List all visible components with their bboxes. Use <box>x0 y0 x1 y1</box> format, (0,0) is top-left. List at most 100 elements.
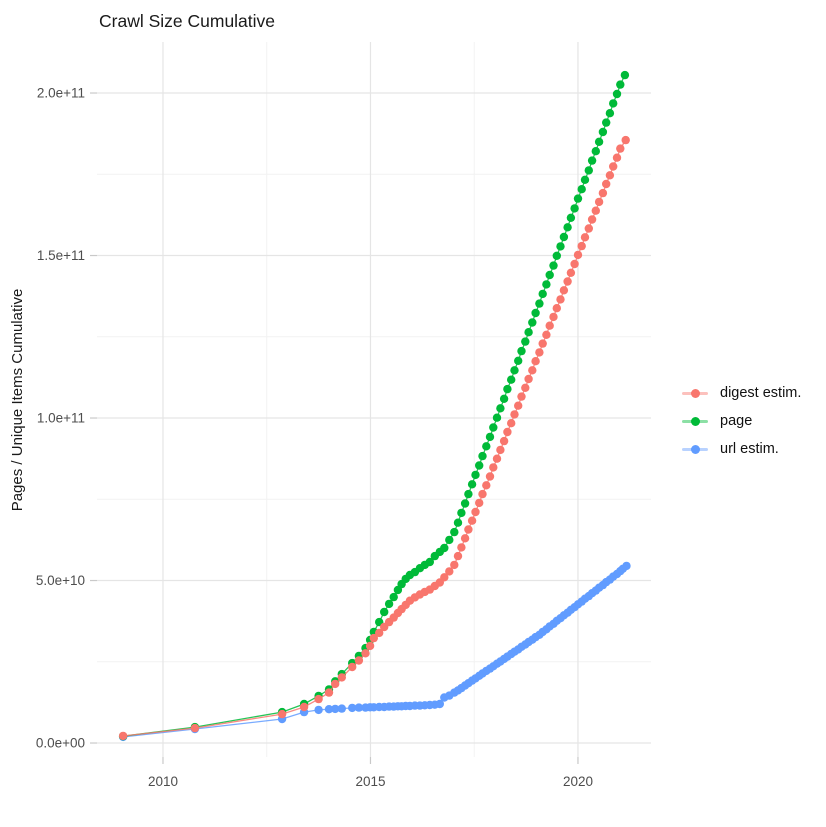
data-point <box>542 280 551 289</box>
major-gridlines <box>97 42 651 757</box>
data-point <box>580 175 590 184</box>
data-point <box>616 144 625 153</box>
data-point <box>570 204 579 213</box>
legend-item-url-estim: url estim. <box>682 435 801 463</box>
data-point <box>549 261 558 270</box>
data-point <box>314 694 323 704</box>
data-point <box>348 662 357 672</box>
data-point <box>580 233 590 242</box>
data-point <box>514 401 523 410</box>
data-point <box>485 472 495 481</box>
data-point <box>587 156 597 165</box>
legend-item-digest-estim: digest estim. <box>682 379 801 407</box>
data-point <box>563 277 572 286</box>
data-point <box>354 656 364 665</box>
axis-ticks <box>90 92 579 764</box>
data-point <box>492 413 502 422</box>
y-tick-label: 1.5e+11 <box>37 248 85 263</box>
data-point <box>440 543 449 553</box>
data-point <box>559 286 569 295</box>
data-point <box>602 179 611 189</box>
data-point <box>460 534 470 543</box>
data-point <box>482 442 491 451</box>
data-point <box>277 709 287 719</box>
y-tick-label: 1.0e+11 <box>37 411 85 426</box>
data-point <box>440 573 449 582</box>
x-tick-label: 2015 <box>355 774 385 789</box>
data-point <box>570 259 579 269</box>
data-point <box>489 423 498 432</box>
data-point <box>499 436 509 446</box>
data-point <box>324 688 334 697</box>
data-point <box>445 535 454 545</box>
data-point <box>464 489 473 499</box>
data-point <box>531 357 540 366</box>
data-point <box>496 445 505 455</box>
data-point <box>380 607 389 617</box>
data-point <box>602 118 611 127</box>
data-point <box>598 188 608 198</box>
data-point <box>538 289 547 299</box>
data-point <box>457 543 466 552</box>
data-point <box>478 489 487 499</box>
data-point <box>445 567 454 576</box>
data-point <box>460 499 470 508</box>
data-point <box>503 384 512 394</box>
data-point <box>609 99 618 108</box>
data-point <box>594 197 604 207</box>
data-point <box>475 461 484 470</box>
data-point <box>577 241 586 251</box>
data-point <box>337 704 346 713</box>
data-point <box>594 137 604 146</box>
data-point <box>577 185 586 194</box>
data-point <box>514 356 523 365</box>
data-point <box>299 702 309 712</box>
data-point <box>425 557 434 567</box>
series-url-estim <box>118 561 631 742</box>
legend: digest estim. page url estim. <box>682 379 801 463</box>
data-point <box>545 321 554 330</box>
data-point <box>324 705 334 714</box>
data-point <box>190 723 200 733</box>
data-point <box>542 330 551 339</box>
data-point <box>584 166 593 175</box>
data-point <box>478 451 487 461</box>
data-point <box>499 394 509 403</box>
series-page <box>118 70 630 741</box>
data-point <box>621 135 630 145</box>
data-point <box>314 705 323 715</box>
data-point <box>467 516 477 525</box>
y-tick-label: 5.0e+10 <box>36 573 85 588</box>
data-point <box>450 560 459 570</box>
legend-label: page <box>720 413 753 429</box>
data-point <box>584 224 593 233</box>
data-point <box>622 561 631 571</box>
data-point <box>566 268 576 277</box>
data-point <box>517 346 526 356</box>
axis-tick-labels: 2010 2015 2020 0.0e+00 5.0e+10 1.0e+11 1.5e+11… <box>36 86 593 789</box>
legend-label: url estim. <box>720 441 779 457</box>
data-point <box>552 304 561 313</box>
data-series-layer <box>118 70 631 742</box>
data-point <box>496 404 505 413</box>
data-point <box>118 731 128 741</box>
data-point <box>453 551 463 561</box>
data-point <box>609 162 618 171</box>
data-point <box>545 270 554 280</box>
data-point <box>435 699 444 709</box>
data-point <box>337 673 346 682</box>
data-point <box>517 392 526 401</box>
data-point <box>573 250 583 260</box>
data-point <box>369 633 378 643</box>
data-point <box>464 525 473 534</box>
data-point <box>531 308 540 318</box>
data-point <box>559 232 569 242</box>
data-point <box>524 374 533 384</box>
data-point <box>620 70 630 80</box>
data-point <box>524 328 533 337</box>
data-point <box>612 153 622 162</box>
data-point <box>354 703 364 712</box>
data-point <box>482 481 491 490</box>
data-point <box>587 215 597 224</box>
